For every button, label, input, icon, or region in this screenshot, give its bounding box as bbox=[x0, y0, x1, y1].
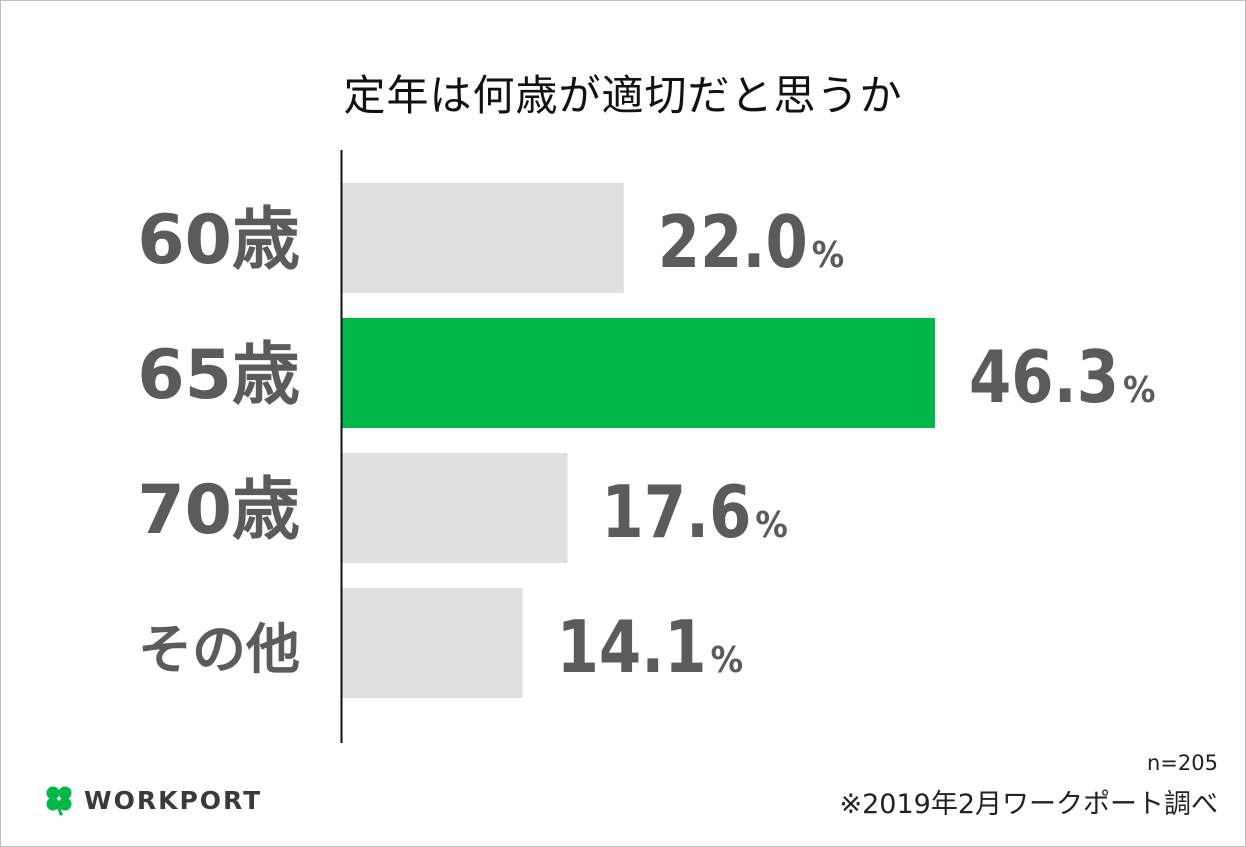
source-note: ※2019年2月ワークポート調べ bbox=[839, 789, 1218, 820]
workport-logo: WORKPORT bbox=[42, 780, 262, 820]
percent-sign-1: % bbox=[1123, 370, 1155, 411]
percent-sign-3: % bbox=[711, 640, 743, 681]
value-label-1: 46.3 bbox=[969, 335, 1119, 419]
chart-title: 定年は何歳が適切だと思うか bbox=[343, 71, 903, 120]
category-label-0: 60歳 bbox=[137, 201, 300, 280]
bar-2 bbox=[342, 453, 568, 563]
percent-sign-2: % bbox=[755, 505, 787, 546]
sample-size: n=205 bbox=[1147, 751, 1218, 775]
category-label-2: 70歳 bbox=[137, 471, 300, 550]
percent-sign-0: % bbox=[812, 235, 844, 276]
value-label-3: 14.1 bbox=[557, 605, 707, 689]
category-label-1: 65歳 bbox=[137, 336, 300, 415]
value-label-2: 17.6 bbox=[601, 470, 751, 554]
brand-name: WORKPORT bbox=[84, 785, 263, 815]
bars-layer: 60歳 22.0 % 65歳 46.3 % 70歳 17.6 % その他 14.1% bbox=[137, 183, 1155, 698]
clover-icon bbox=[46, 786, 72, 816]
bar-1 bbox=[342, 318, 935, 428]
category-label-3: その他 bbox=[138, 618, 300, 681]
value-label-0: 22.0 bbox=[658, 200, 808, 284]
bar-3 bbox=[342, 588, 523, 698]
bar-0 bbox=[342, 183, 624, 293]
